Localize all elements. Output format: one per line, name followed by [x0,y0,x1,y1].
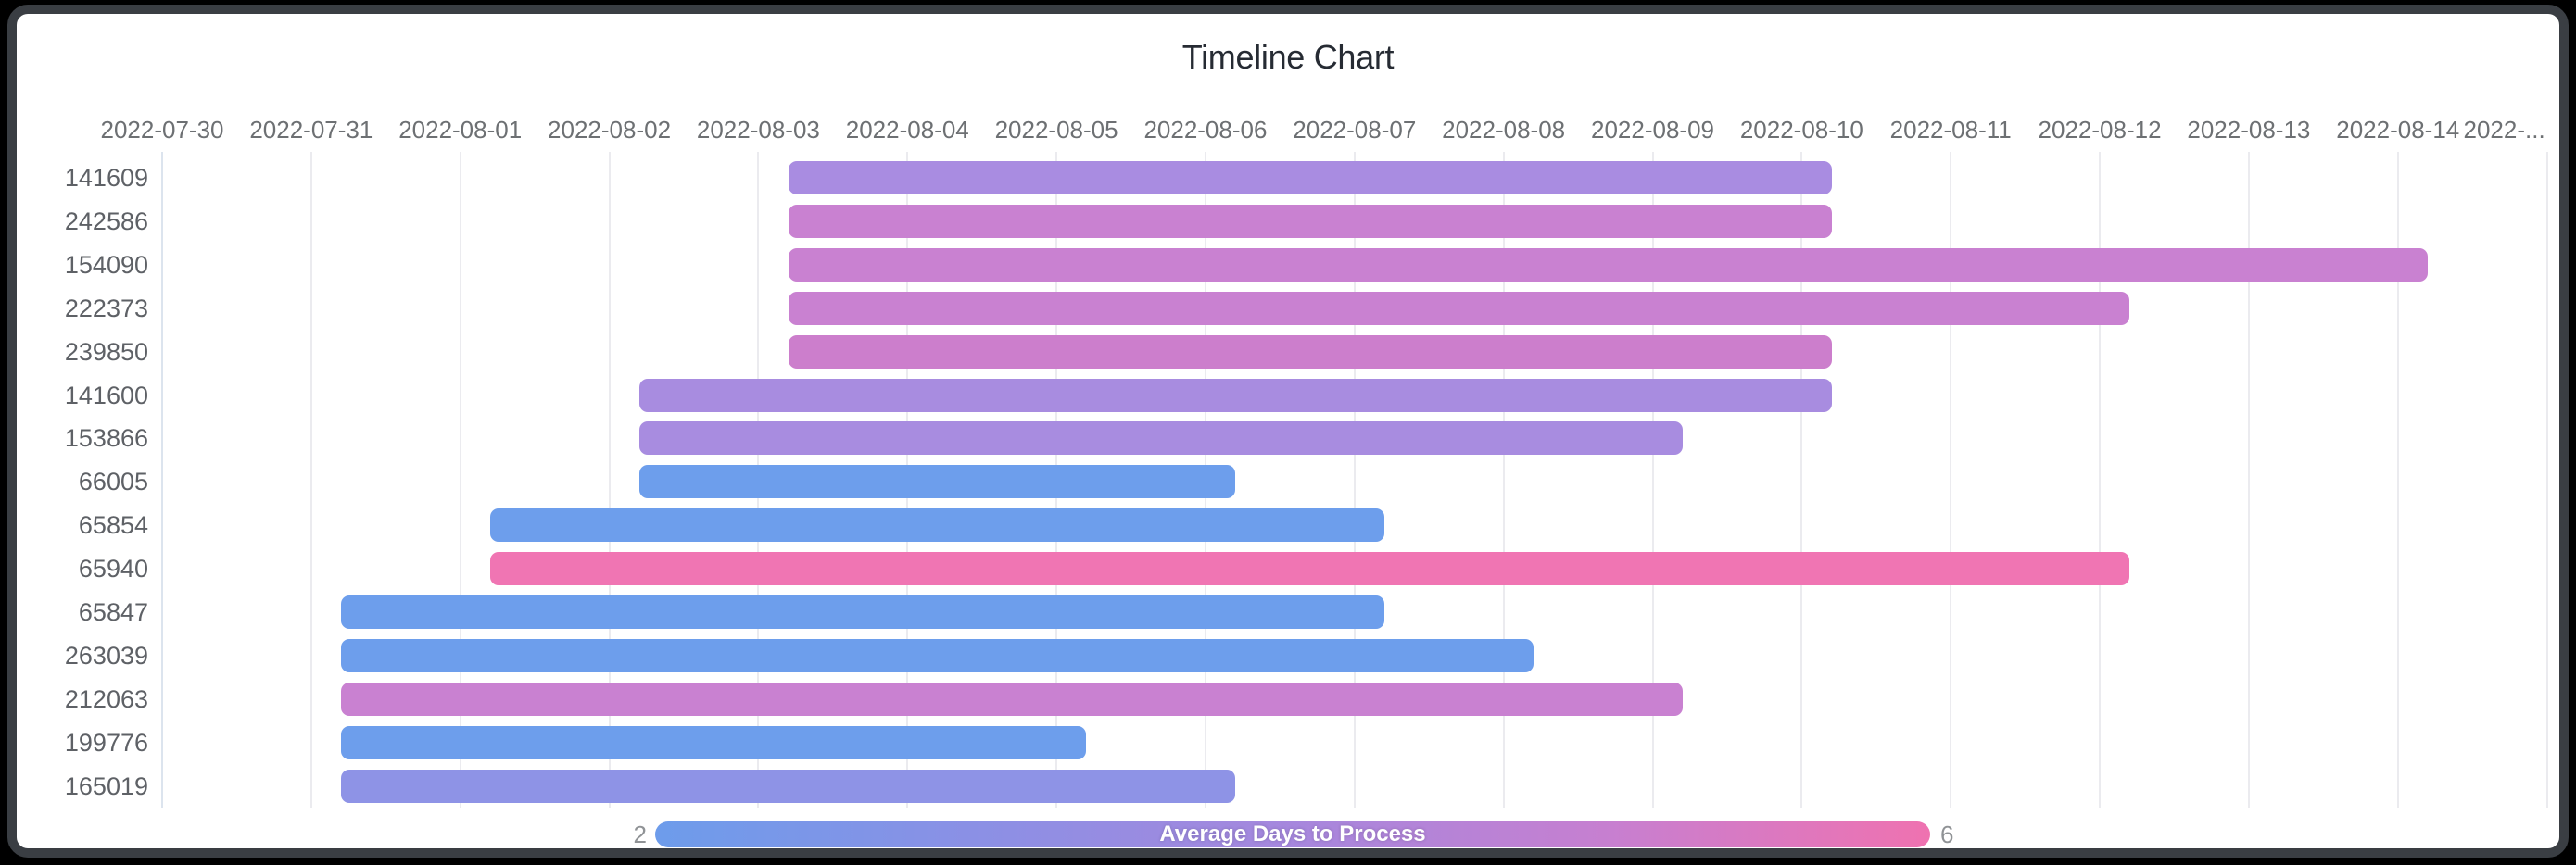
timeline-bar-65854[interactable] [489,508,1384,543]
timeline-bar-153866[interactable] [638,421,1683,456]
x-axis-label: 2022-08-14 [2336,116,2460,144]
x-axis-label: 2022-07-30 [100,116,224,144]
timeline-bar-212063[interactable] [341,682,1683,716]
x-axis-label: 2022-08-01 [398,116,523,144]
x-axis-label: 2022-08-11 [1889,116,2012,144]
timeline-bar-65940[interactable] [489,552,2130,586]
timeline-bar-66005[interactable] [638,465,1236,499]
timeline-bar-199776[interactable] [341,725,1087,759]
gridline-2022-08-09 [1651,152,1654,808]
gridline-2022-08-14 [2396,152,2399,808]
x-axis-label: 2022-08-03 [696,116,820,144]
row-label-212063: 212063 [64,684,148,713]
x-axis-label: 2022-08-02 [548,116,672,144]
row-label-153866: 153866 [64,424,148,453]
x-axis-label: 2022-08-07 [1293,116,1417,144]
legend-gradient-pill[interactable]: Average Days to Process [655,821,1930,847]
x-axis-label: 2022-08-04 [845,116,969,144]
timeline-bar-242586[interactable] [788,204,1832,238]
timeline-bar-141600[interactable] [638,378,1832,412]
row-label-65940: 65940 [78,555,148,583]
gridline-2022-08-13 [2247,152,2250,808]
x-axis-label: 2022-08-10 [1739,116,1863,144]
gridline-2022-08-02 [608,152,611,808]
gridline-2022-08-01 [459,152,461,808]
gridline-2022-08-10 [1800,152,1803,808]
timeline-bar-65847[interactable] [341,595,1384,629]
x-axis-label: 2022-07-31 [249,116,373,144]
x-axis-label: 2022-08-08 [1442,116,1566,144]
timeline-bar-154090[interactable] [788,247,2428,282]
legend-label: Average Days to Process [1159,821,1426,846]
row-label-239850: 239850 [64,337,148,366]
legend-min-value: 2 [633,821,647,848]
gridline-2022-... [2545,152,2548,808]
legend-max-value: 6 [1940,821,1954,848]
gridline-2022-08-08 [1502,152,1505,808]
row-label-222373: 222373 [64,294,148,322]
x-axis-label: 2022-08-06 [1143,116,1268,144]
row-label-199776: 199776 [64,728,148,757]
row-label-242586: 242586 [64,207,148,235]
gridline-2022-08-07 [1353,152,1356,808]
timeline-bar-222373[interactable] [788,291,2130,325]
x-axis-label: 2022-... [2463,116,2545,144]
gridline-2022-07-31 [309,152,312,808]
x-axis-label: 2022-08-13 [2187,116,2311,144]
row-label-141609: 141609 [64,164,148,192]
row-label-263039: 263039 [64,641,148,670]
chart-title: Timeline Chart [1181,38,1395,76]
row-label-154090: 154090 [64,250,148,279]
x-axis-label: 2022-08-05 [994,116,1118,144]
timeline-bar-141609[interactable] [788,161,1832,194]
gridline-2022-08-12 [2099,152,2102,808]
gridline-2022-07-30 [161,152,163,808]
row-label-65847: 65847 [78,598,148,626]
timeline-bar-239850[interactable] [788,334,1832,369]
gridline-2022-08-11 [1950,152,1952,808]
timeline-bar-263039[interactable] [341,638,1534,672]
row-label-65854: 65854 [78,511,148,540]
row-label-141600: 141600 [64,381,148,409]
row-label-165019: 165019 [64,771,148,800]
x-axis-label: 2022-08-12 [2038,116,2162,144]
row-label-66005: 66005 [78,468,148,496]
x-axis-label: 2022-08-09 [1591,116,1714,144]
timeline-bar-165019[interactable] [341,769,1236,803]
